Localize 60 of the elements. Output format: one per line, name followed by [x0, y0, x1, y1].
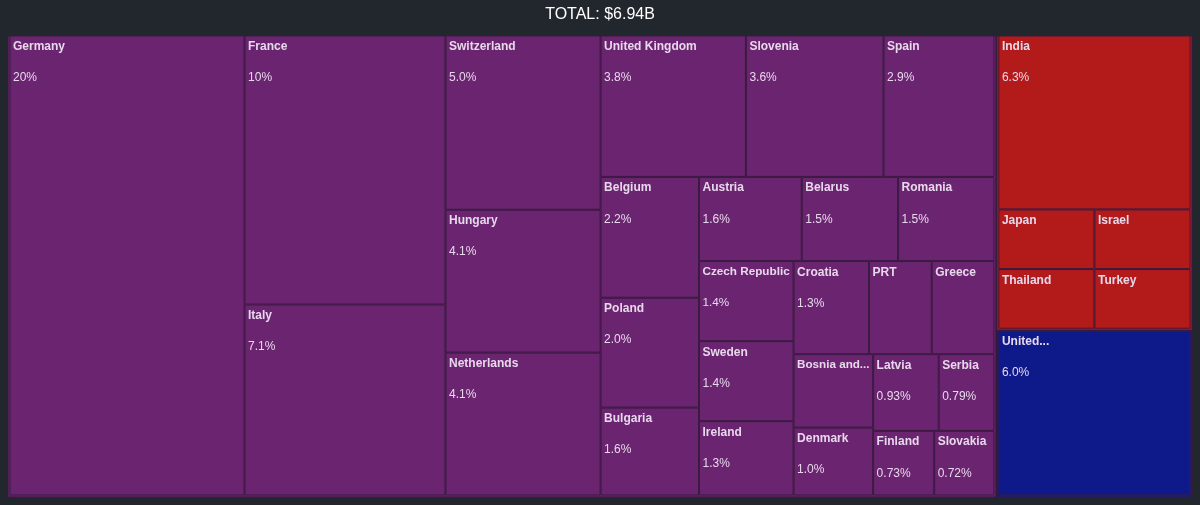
category-label: Slovenia	[749, 39, 800, 53]
category-label: Croatia	[797, 264, 839, 279]
data-label: 3.6%	[749, 70, 778, 85]
data-label: 1.6%	[604, 442, 632, 457]
category-label: Italy	[248, 308, 273, 323]
data-label: 4.1%	[448, 387, 477, 402]
category-label: Germany	[13, 39, 66, 53]
category-label: Bosnia and...	[797, 357, 870, 371]
data-label: 1.3%	[702, 455, 731, 470]
category-label: Ireland	[702, 424, 742, 439]
data-label: 1.4%	[702, 375, 731, 390]
category-label: Bulgaria	[604, 411, 653, 426]
category-label: Japan	[1001, 212, 1037, 227]
category-label: Denmark	[797, 431, 849, 446]
data-label: 1.4%	[702, 294, 730, 308]
data-label: 0.93%	[876, 388, 911, 403]
data-label: 2.0%	[604, 332, 632, 347]
data-label: 2.2%	[604, 211, 632, 226]
category-label: France	[248, 39, 288, 53]
data-label: 20%	[13, 70, 38, 85]
data-label: 2.9%	[887, 70, 915, 85]
data-label: 4.1%	[448, 244, 477, 259]
data-label: 6.3%	[1001, 70, 1030, 85]
data-label: 10%	[248, 70, 273, 85]
category-label: Poland	[604, 301, 645, 316]
category-label: Sweden	[702, 344, 748, 359]
category-label: Czech Republic	[702, 264, 791, 278]
category-label: Slovakia	[937, 434, 987, 449]
category-label: United...	[1001, 334, 1050, 349]
category-label: Israel	[1097, 212, 1130, 227]
data-label: 0.72%	[937, 465, 973, 480]
data-label: 1.3%	[797, 295, 825, 310]
category-label: Latvia	[876, 357, 912, 372]
data-label: 1.5%	[805, 211, 833, 226]
category-label: India	[1001, 39, 1031, 53]
category-label: Austria	[702, 180, 745, 195]
data-label: 7.1%	[248, 339, 276, 354]
category-label: Serbia	[942, 357, 980, 372]
data-label: 5.0%	[448, 70, 477, 85]
data-label: 0.79%	[942, 388, 977, 403]
category-label: Spain	[887, 39, 920, 53]
data-label: 0.73%	[876, 465, 911, 480]
category-label: PRT	[872, 264, 898, 279]
category-label: Netherlands	[448, 356, 519, 371]
data-label: 6.0%	[1001, 365, 1030, 380]
category-label: Switzerland	[448, 39, 516, 53]
category-label: Belarus	[805, 180, 850, 195]
category-label: United Kingdom	[604, 39, 697, 53]
data-label: 1.0%	[797, 462, 825, 477]
data-label: 1.5%	[901, 211, 930, 226]
category-label: Thailand	[1001, 272, 1052, 287]
category-label: Finland	[876, 434, 920, 449]
category-label: Belgium	[604, 180, 652, 195]
data-label: 1.6%	[702, 211, 731, 226]
text: TOTAL: $6.94B	[545, 4, 655, 22]
category-label: Turkey	[1097, 272, 1137, 287]
data-label: 3.8%	[604, 70, 632, 85]
category-label: Greece	[935, 264, 977, 279]
category-label: Hungary	[448, 213, 498, 228]
category-label: Romania	[901, 180, 953, 195]
